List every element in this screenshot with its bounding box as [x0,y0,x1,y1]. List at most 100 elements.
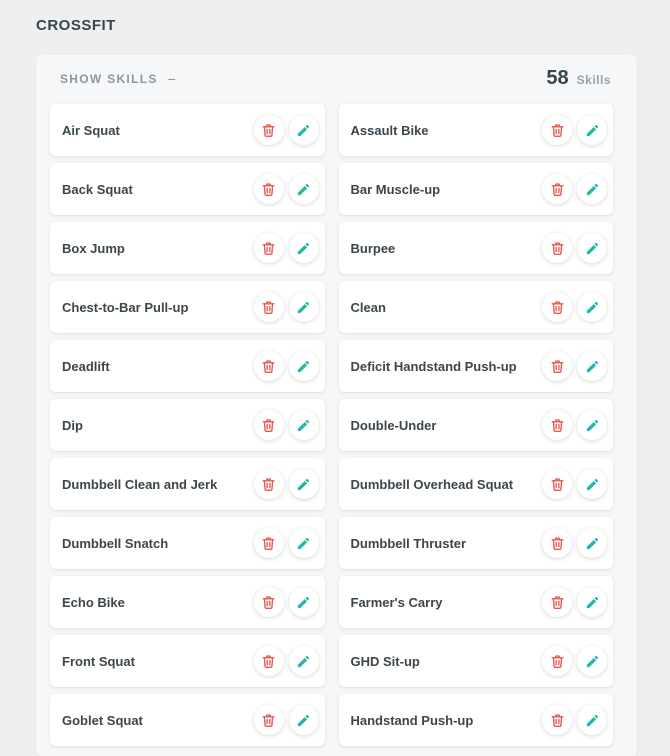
trash-icon [551,595,563,609]
delete-skill-button[interactable] [542,469,572,499]
skill-name: Dip [62,417,83,433]
trash-icon [262,713,275,727]
skill-actions [253,351,319,381]
skill-actions [253,469,319,499]
skill-card: Farmer's Carry [338,576,613,628]
delete-skill-button[interactable] [253,233,284,263]
trash-icon [551,241,563,255]
edit-skill-button[interactable] [577,646,607,676]
skill-actions [542,469,607,499]
skill-card: Back Squat [50,163,325,215]
skill-card: GHD Sit-up [338,635,613,687]
skill-name: Clean [350,299,386,315]
pencil-icon [586,537,598,549]
skill-name: Dumbbell Snatch [62,535,169,551]
trash-icon [551,536,563,550]
edit-skill-button[interactable] [577,292,607,322]
trash-icon [262,241,275,255]
skill-actions [542,292,607,322]
delete-skill-button[interactable] [542,174,572,204]
trash-icon [262,123,275,137]
delete-skill-button[interactable] [253,469,284,499]
skill-card: Dumbbell Clean and Jerk [50,458,325,510]
delete-skill-button[interactable] [542,233,572,263]
skill-actions [542,705,607,735]
edit-skill-button[interactable] [577,587,607,617]
trash-icon [551,713,563,727]
edit-skill-button[interactable] [577,410,607,440]
skills-count-value: 58 [546,67,569,89]
delete-skill-button[interactable] [542,528,572,558]
pencil-icon [297,360,310,372]
skill-name: Dumbbell Thruster [350,535,467,551]
trash-icon [551,182,563,196]
skill-card: Dumbbell Thruster [338,517,613,569]
delete-skill-button[interactable] [253,174,284,204]
delete-skill-button[interactable] [253,705,284,735]
skill-name: Box Jump [62,240,125,256]
edit-skill-button[interactable] [288,469,319,499]
edit-skill-button[interactable] [288,351,319,381]
skill-name: Burpee [350,240,396,256]
edit-skill-button[interactable] [288,528,319,558]
skill-actions [542,410,607,440]
edit-skill-button[interactable] [288,292,319,322]
pencil-icon [297,596,310,608]
delete-skill-button[interactable] [542,351,572,381]
skill-card: Goblet Squat [50,694,325,746]
delete-skill-button[interactable] [542,292,572,322]
edit-skill-button[interactable] [577,115,607,145]
skill-name: Handstand Push-up [350,712,474,728]
pencil-icon [586,655,598,667]
skills-panel-header: SHOW SKILLS − 58 Skills [36,55,637,104]
skill-name: Front Squat [62,653,135,669]
edit-skill-button[interactable] [288,174,319,204]
delete-skill-button[interactable] [542,587,572,617]
edit-skill-button[interactable] [577,528,607,558]
delete-skill-button[interactable] [253,587,284,617]
trash-icon [551,300,563,314]
skill-name: Bar Muscle-up [350,181,441,197]
skill-actions [253,233,319,263]
delete-skill-button[interactable] [542,646,572,676]
edit-skill-button[interactable] [577,174,607,204]
edit-skill-button[interactable] [288,705,319,735]
edit-skill-button[interactable] [288,410,319,440]
edit-skill-button[interactable] [288,115,319,145]
show-skills-toggle[interactable]: SHOW SKILLS − [60,71,176,87]
delete-skill-button[interactable] [253,410,284,440]
trash-icon [262,300,275,314]
delete-skill-button[interactable] [542,705,572,735]
skill-name: Chest-to-Bar Pull-up [62,299,189,315]
page-title: CROSSFIT [36,17,116,34]
edit-skill-button[interactable] [288,646,319,676]
edit-skill-button[interactable] [288,233,319,263]
skill-actions [542,233,607,263]
delete-skill-button[interactable] [253,351,284,381]
edit-skill-button[interactable] [577,705,607,735]
pencil-icon [297,655,310,667]
edit-skill-button[interactable] [288,587,319,617]
skill-card: Handstand Push-up [338,694,613,746]
delete-skill-button[interactable] [253,292,284,322]
delete-skill-button[interactable] [542,410,572,440]
edit-skill-button[interactable] [577,351,607,381]
skill-actions [253,292,319,322]
delete-skill-button[interactable] [253,646,284,676]
pencil-icon [586,360,598,372]
delete-skill-button[interactable] [542,115,572,145]
skill-card: Box Jump [50,222,325,274]
skill-card: Front Squat [50,635,325,687]
skill-card: Air Squat [50,104,325,156]
edit-skill-button[interactable] [577,469,607,499]
delete-skill-button[interactable] [253,115,284,145]
edit-skill-button[interactable] [577,233,607,263]
pencil-icon [297,714,310,726]
delete-skill-button[interactable] [253,528,284,558]
skill-actions [542,587,607,617]
skills-grid: Air Squat Assault Bike [36,104,637,746]
skill-card: Clean [338,281,613,333]
pencil-icon [586,183,598,195]
skill-actions [253,646,319,676]
skill-actions [253,174,319,204]
